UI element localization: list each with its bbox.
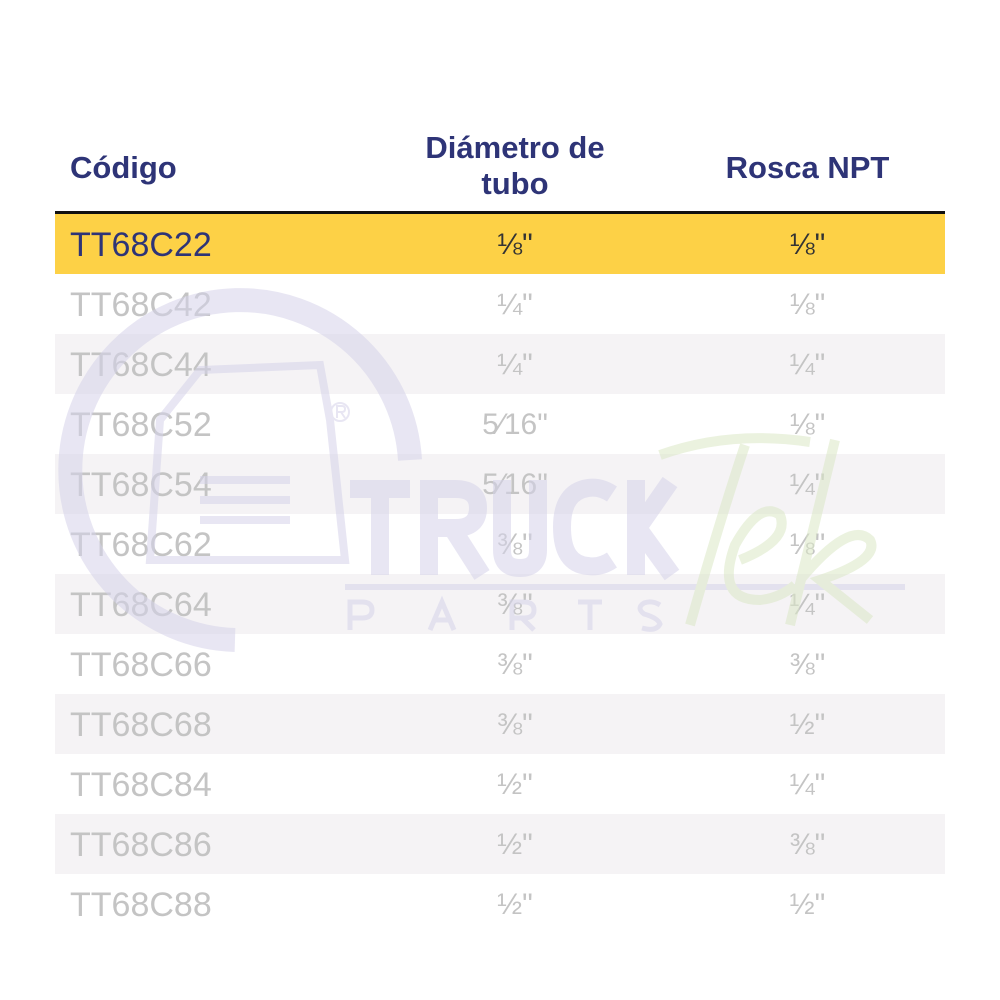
table-row: TT68C88 ½" ½" xyxy=(55,874,945,934)
code-cell: TT68C66 xyxy=(70,646,212,684)
tube-diameter-cell: 5⁄16" xyxy=(482,408,548,441)
npt-thread-cell: ¼" xyxy=(789,588,826,621)
tube-diameter-cell: ½" xyxy=(497,828,533,861)
npt-thread-cell: ⅛" xyxy=(789,288,826,321)
table-row: TT68C22 ⅛" ⅛" xyxy=(55,214,945,274)
table-row: TT68C62 ⅜" ⅛" xyxy=(55,514,945,574)
npt-thread-cell: ⅜" xyxy=(789,648,826,681)
npt-thread-cell: ¼" xyxy=(789,348,826,381)
npt-thread-cell: ⅛" xyxy=(789,228,826,261)
table-row: TT68C42 ¼" ⅛" xyxy=(55,274,945,334)
code-cell: TT68C68 xyxy=(70,706,212,744)
table-row: TT68C54 5⁄16" ¼" xyxy=(55,454,945,514)
code-cell: TT68C64 xyxy=(70,586,212,624)
npt-thread-cell: ¼" xyxy=(789,768,826,801)
code-cell: TT68C54 xyxy=(70,466,212,504)
table-row: TT68C68 ⅜" ½" xyxy=(55,694,945,754)
tube-diameter-cell: ½" xyxy=(497,888,533,921)
header-divider xyxy=(55,211,945,214)
table-row: TT68C84 ½" ¼" xyxy=(55,754,945,814)
code-cell: TT68C22 xyxy=(70,226,212,264)
column-header-code: Código xyxy=(70,150,177,185)
code-cell: TT68C52 xyxy=(70,406,212,444)
table-row: TT68C44 ¼" ¼" xyxy=(55,334,945,394)
tube-diameter-cell: ⅜" xyxy=(497,648,533,681)
code-cell: TT68C42 xyxy=(70,286,212,324)
column-header-npt-thread: Rosca NPT xyxy=(725,150,890,185)
code-cell: TT68C86 xyxy=(70,826,212,864)
tube-diameter-cell: ⅜" xyxy=(497,708,533,741)
table-row: TT68C64 ⅜" ¼" xyxy=(55,574,945,634)
code-cell: TT68C44 xyxy=(70,346,212,384)
code-cell: TT68C62 xyxy=(70,526,212,564)
code-cell: TT68C88 xyxy=(70,886,212,924)
tube-diameter-cell: ⅜" xyxy=(497,528,533,561)
tube-diameter-cell: ⅛" xyxy=(497,228,533,261)
tube-diameter-cell: ⅜" xyxy=(497,588,533,621)
tube-diameter-cell: 5⁄16" xyxy=(482,468,548,501)
npt-thread-cell: ⅛" xyxy=(789,528,826,561)
npt-thread-cell: ⅜" xyxy=(789,828,826,861)
npt-thread-cell: ½" xyxy=(789,708,826,741)
tube-diameter-cell: ½" xyxy=(497,768,533,801)
code-cell: TT68C84 xyxy=(70,766,212,804)
column-header-tube-diameter: Diámetro de tubo xyxy=(425,130,605,201)
table-row: TT68C86 ½" ⅜" xyxy=(55,814,945,874)
npt-thread-cell: ⅛" xyxy=(789,408,826,441)
tube-diameter-cell: ¼" xyxy=(497,348,533,381)
table-row: TT68C52 5⁄16" ⅛" xyxy=(55,394,945,454)
npt-thread-cell: ¼" xyxy=(789,468,826,501)
table-row: TT68C66 ⅜" ⅜" xyxy=(55,634,945,694)
tube-diameter-cell: ¼" xyxy=(497,288,533,321)
product-table: TT68C22 ⅛" ⅛" TT68C42 ¼" ⅛" TT68C44 ¼" ¼" TT68C52… xyxy=(55,214,945,934)
npt-thread-cell: ½" xyxy=(789,888,826,921)
